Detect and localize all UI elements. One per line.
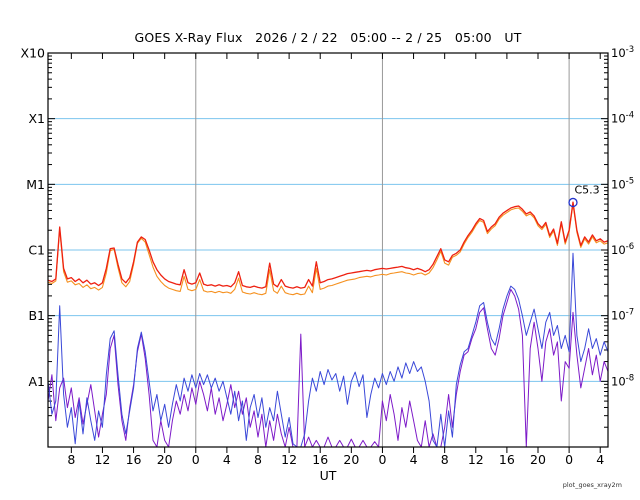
y-axis-class-label: X10 (21, 46, 46, 61)
x-axis-tick-label: 20 (530, 452, 546, 467)
y-axis-flux-label: 10-4 (611, 111, 634, 126)
x-axis-tick-label: 0 (565, 452, 573, 467)
x-axis-tick-label: 20 (343, 452, 359, 467)
flare-peak-annotation: C5.3 (575, 183, 600, 196)
x-axis-tick-label: 4 (223, 452, 231, 467)
x-axis-tick-label: 4 (596, 452, 604, 467)
flare-peak-marker (568, 197, 578, 208)
y-axis-flux-label: 10-7 (611, 308, 634, 323)
x-axis-tick-label: 8 (67, 452, 75, 467)
watermark-label: plot_goes_xray2m (562, 481, 622, 489)
y-axis-flux-label: 10-5 (611, 176, 634, 191)
y-axis-flux-label: 10-6 (611, 242, 634, 257)
x-axis-tick-label: 16 (312, 452, 328, 467)
y-axis-class-label: M1 (26, 177, 45, 192)
xray-short-secondary-trace (48, 288, 608, 448)
xray-short-primary-trace (48, 252, 608, 448)
x-axis-tick-label: 8 (254, 452, 262, 467)
x-axis-tick-label: 8 (441, 452, 449, 467)
chart-title: GOES X-Ray Flux 2026 / 2 / 22 05:00 -- 2… (134, 30, 522, 45)
x-axis-tick-label: 4 (410, 452, 418, 467)
xray-long-primary-trace (48, 201, 608, 289)
y-axis-flux-label: 10-3 (611, 45, 634, 60)
xray-long-secondary-trace (48, 203, 608, 296)
x-axis-label: UT (319, 468, 337, 483)
x-axis-tick-label: 0 (378, 452, 386, 467)
x-axis-tick-label: 12 (468, 452, 484, 467)
y-axis-class-label: A1 (28, 374, 45, 389)
y-axis-class-label: X1 (28, 111, 45, 126)
plot-frame (47, 52, 609, 448)
x-axis-tick-label: 0 (192, 452, 200, 467)
x-axis-tick-label: 16 (499, 452, 515, 467)
y-axis-flux-label: 10-8 (611, 373, 634, 388)
x-axis-tick-label: 12 (94, 452, 110, 467)
x-axis-tick-label: 12 (281, 452, 297, 467)
x-axis-tick-label: 16 (126, 452, 142, 467)
y-axis-class-label: C1 (28, 243, 45, 258)
y-axis-class-label: B1 (28, 308, 45, 323)
x-axis-tick-label: 20 (157, 452, 173, 467)
